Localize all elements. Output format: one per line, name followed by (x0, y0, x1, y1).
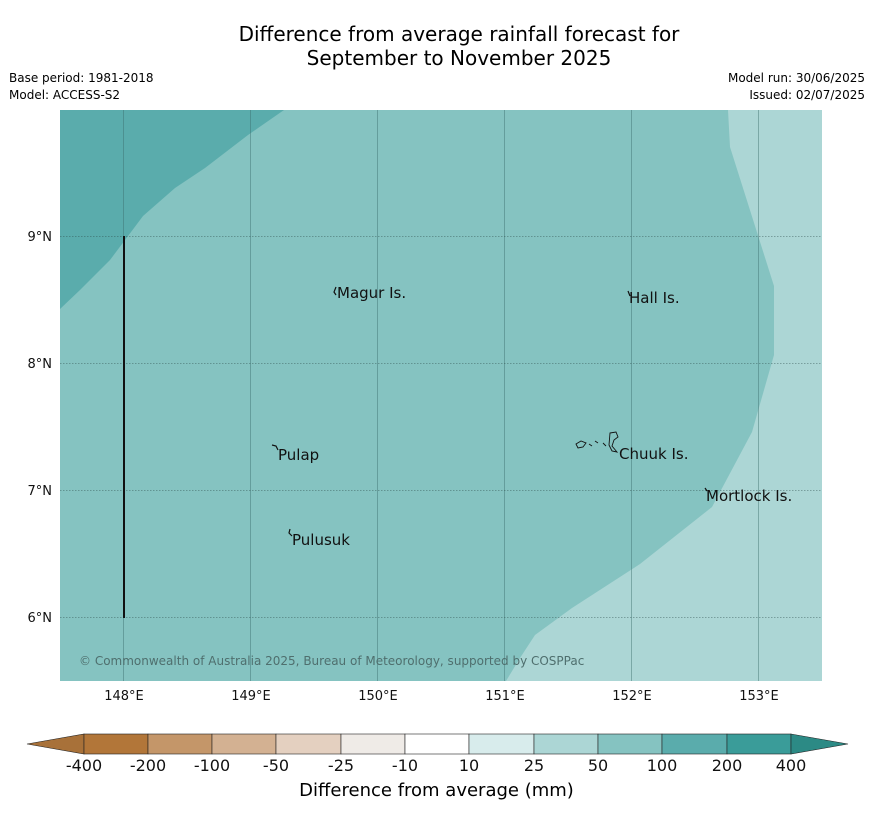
lon-tick-148: 148°E (104, 689, 144, 704)
meta-left: Base period: 1981-2018 Model: ACCESS-S2 (9, 70, 154, 104)
colorbar-bin (275, 733, 342, 755)
pulap-island-mark (271, 444, 279, 451)
colorbar-tick: 100 (647, 756, 678, 775)
colorbar-tick: -400 (66, 756, 102, 775)
colorbar-tick: 25 (524, 756, 544, 775)
label-pulusuk: Pulusuk (292, 531, 350, 549)
region-25-50 (506, 110, 822, 681)
colorbar-bin (597, 733, 663, 755)
colorbar-bin (340, 733, 406, 755)
model-run-text: Model run: 30/06/2025 (727, 71, 865, 85)
colorbar-bin (468, 733, 535, 755)
colorbar-tick: -25 (328, 756, 354, 775)
lat-tick-8n: 8°N (28, 357, 53, 372)
colorbar-bin (404, 733, 470, 755)
colorbar-extend-low (26, 733, 85, 755)
map-title: Difference from average rainfall forecas… (0, 22, 873, 70)
colorbar-title: Difference from average (mm) (299, 780, 574, 801)
meta-right: Model run: 30/06/2025 Issued: 02/07/2025 (728, 70, 865, 104)
issued-text: Issued: 02/07/2025 (749, 88, 865, 102)
colorbar-tick: -200 (130, 756, 166, 775)
lon-tick-152: 152°E (612, 689, 652, 704)
label-chuuk: Chuuk Is. (619, 445, 688, 463)
lon-tick-149: 149°E (231, 689, 271, 704)
chuuk-islands-mark (575, 431, 619, 453)
colorbar-tick: 400 (776, 756, 807, 775)
base-period-text: Base period: 1981-2018 (9, 71, 154, 85)
lon-tick-153: 153°E (739, 689, 779, 704)
label-pulap: Pulap (278, 446, 319, 464)
colorbar-tick: 200 (712, 756, 743, 775)
colorbar-extend-high (790, 733, 849, 755)
colorbar-bin (533, 733, 599, 755)
magur-island-mark (333, 286, 337, 296)
colorbar-bin (83, 733, 149, 755)
lat-tick-7n: 7°N (28, 484, 53, 499)
hall-island-mark (627, 290, 631, 297)
label-magur: Magur Is. (337, 284, 406, 302)
colorbar-tick: 10 (459, 756, 479, 775)
region-100-200 (60, 110, 284, 309)
label-mortlock: Mortlock Is. (706, 487, 792, 505)
map-area: Magur Is. Hall Is. Pulap Chuuk Is. Mortl… (60, 110, 822, 681)
colorbar-ticks: -400 -200 -100 -50 -25 -10 10 25 50 100 … (66, 756, 806, 775)
colorbar-tick: 50 (588, 756, 608, 775)
copyright-text: © Commonwealth of Australia 2025, Bureau… (79, 654, 584, 668)
colorbar-bin (726, 733, 792, 755)
colorbar-tick: -10 (392, 756, 418, 775)
pulusuk-island-mark (288, 528, 293, 537)
colorbar-tick: -100 (194, 756, 230, 775)
model-text: Model: ACCESS-S2 (9, 88, 121, 102)
title-line-1: Difference from average rainfall forecas… (238, 22, 680, 46)
lon-tick-151: 151°E (485, 689, 525, 704)
mortlock-island-mark (704, 487, 708, 492)
colorbar-bin (211, 733, 277, 755)
graticule (123, 110, 759, 681)
label-hall: Hall Is. (629, 289, 680, 307)
lon-tick-150: 150°E (358, 689, 398, 704)
title-line-2: September to November 2025 (306, 46, 612, 70)
lat-tick-6n: 6°N (28, 611, 53, 626)
colorbar-bin (147, 733, 213, 755)
colorbar-bin (661, 733, 728, 755)
colorbar-tick: -50 (263, 756, 289, 775)
colorbar (26, 733, 849, 755)
lat-tick-9n: 9°N (28, 230, 53, 245)
